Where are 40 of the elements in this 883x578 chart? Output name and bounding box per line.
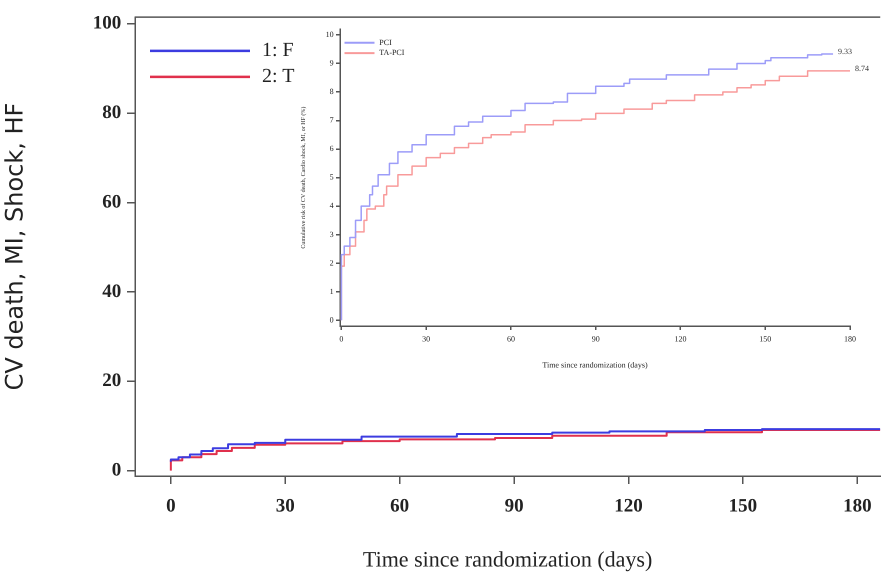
x-tick-label: 60 xyxy=(506,334,515,344)
x-tick-label: 120 xyxy=(674,334,686,344)
legend-label: 2: T xyxy=(262,65,294,88)
y-tick-label: 40 xyxy=(102,280,122,302)
y-tick-label: 8 xyxy=(330,87,334,96)
x-tick-label: 180 xyxy=(843,496,872,517)
x-axis-title: Time since randomization (days) xyxy=(362,546,652,572)
annotation: 9.33 xyxy=(838,47,852,56)
y-tick-label: 20 xyxy=(102,370,122,392)
legend-label: PCI xyxy=(379,38,392,47)
x-tick-label: 150 xyxy=(759,334,772,344)
y-tick-label: 80 xyxy=(102,102,122,124)
y-tick-label: 3 xyxy=(330,230,334,239)
legend-label: 1: F xyxy=(262,39,294,62)
y-tick-label: 60 xyxy=(102,191,122,212)
x-axis-title: Time since randomization (days) xyxy=(542,360,648,370)
y-tick-label: 100 xyxy=(92,12,122,34)
x-tick-label: 180 xyxy=(844,334,856,344)
x-tick-label: 120 xyxy=(614,496,643,517)
x-tick-label: 60 xyxy=(390,496,410,517)
y-tick-label: 0 xyxy=(112,460,122,481)
y-tick-label: 6 xyxy=(330,144,334,154)
x-tick-label: 150 xyxy=(728,496,758,517)
x-tick-label: 90 xyxy=(592,334,600,344)
y-tick-label: 4 xyxy=(330,201,334,210)
y-tick-label: 1 xyxy=(330,286,334,296)
y-tick-label: 9 xyxy=(330,58,334,68)
annotation: 8.74 xyxy=(855,64,869,73)
x-tick-label: 30 xyxy=(276,496,295,517)
x-tick-label: 90 xyxy=(504,496,524,517)
y-tick-label: 5 xyxy=(330,172,334,182)
y-tick-label: 10 xyxy=(326,30,334,39)
y-tick-label: 2 xyxy=(330,258,334,268)
y-tick-label: 7 xyxy=(330,116,334,125)
y-axis-title: CV death, MI, Shock, HF xyxy=(0,102,29,390)
y-tick-label: 0 xyxy=(330,315,334,324)
x-tick-label: 0 xyxy=(339,334,344,344)
x-tick-label: 30 xyxy=(422,334,430,344)
x-tick-label: 0 xyxy=(166,496,176,517)
legend-label: TA-PCI xyxy=(379,48,405,58)
